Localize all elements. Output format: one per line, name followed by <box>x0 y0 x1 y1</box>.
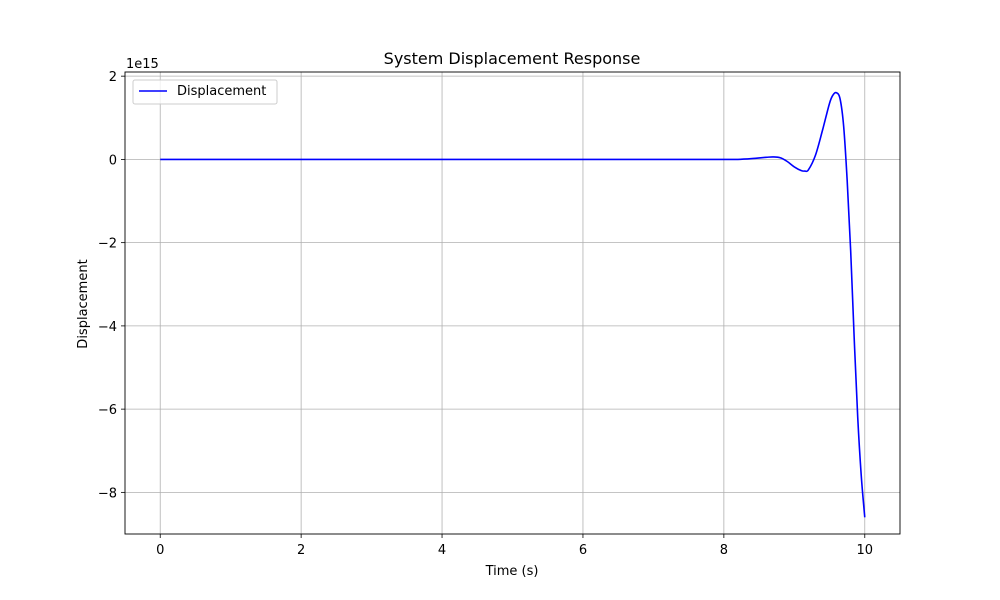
plot-area-frame <box>124 71 901 535</box>
y-tick-label: −2 <box>98 237 117 252</box>
chart-title: System Displacement Response <box>384 49 641 68</box>
legend-box <box>132 79 278 105</box>
axis-ticks: 0 2 4 6 8 10 2 0 −2 −4 −6 −8 <box>98 70 873 558</box>
y-tick-label: −6 <box>98 403 117 418</box>
grid-lines <box>125 72 900 534</box>
series-line-displacement <box>160 91 866 518</box>
x-tick-label: 0 <box>156 543 164 558</box>
x-tick-label: 2 <box>297 543 305 558</box>
legend: Displacement <box>132 79 278 105</box>
y-tick-label: −8 <box>98 486 117 501</box>
x-axis-label: Time (s) <box>485 564 539 579</box>
y-tick-label: 0 <box>109 153 117 168</box>
y-axis-label: Displacement <box>76 259 91 348</box>
y-axis-offset-label: 1e15 <box>126 57 159 72</box>
y-tick-label: 2 <box>109 70 117 85</box>
x-tick-label: 4 <box>438 543 446 558</box>
y-tick-label: −4 <box>98 320 117 335</box>
x-tick-label: 6 <box>579 543 587 558</box>
x-tick-label: 10 <box>856 543 873 558</box>
legend-label-displacement: Displacement <box>177 84 266 99</box>
x-tick-label: 8 <box>720 543 728 558</box>
